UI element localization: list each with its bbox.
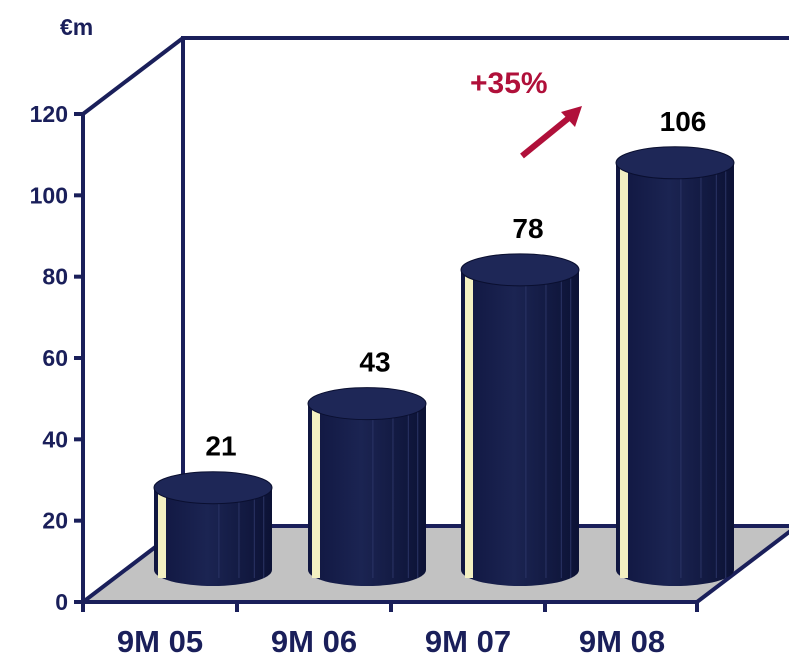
bar-body [461,269,579,586]
bar-top [307,387,427,421]
y-tick-label: 60 [42,345,68,371]
value-label: 106 [660,106,707,137]
bar-body [154,487,272,586]
value-label: 21 [205,431,236,462]
bar-highlight [620,166,628,578]
bar-highlight [312,407,320,578]
growth-label: +35% [470,67,548,100]
category-label: 9M 08 [579,624,665,659]
bar-highlight [158,491,166,578]
bar-top [153,471,273,505]
bar-top [460,253,580,287]
category-label: 9M 06 [271,624,357,659]
bar-body [308,403,426,586]
y-tick-label: 120 [30,101,68,127]
bar-9m-07 [460,253,580,586]
growth-arrow [520,106,582,159]
top-depth-edge [81,36,185,116]
bar-highlight [465,273,473,578]
bar-body [616,162,734,586]
unit-label: €m [60,14,93,40]
y-tick-label: 0 [55,589,68,615]
y-tick-label: 100 [30,182,68,208]
category-label: 9M 05 [117,624,203,659]
y-tick-label: 80 [42,264,68,290]
bar-9m-06 [307,387,427,586]
bar-9m-08 [615,146,735,586]
bar-9m-05 [153,471,273,586]
y-tick-label: 20 [42,508,68,534]
y-tick-label: 40 [42,426,68,452]
category-label: 9M 07 [425,624,511,659]
value-label: 78 [512,213,543,244]
bar-top [615,146,735,180]
value-label: 43 [359,347,390,378]
